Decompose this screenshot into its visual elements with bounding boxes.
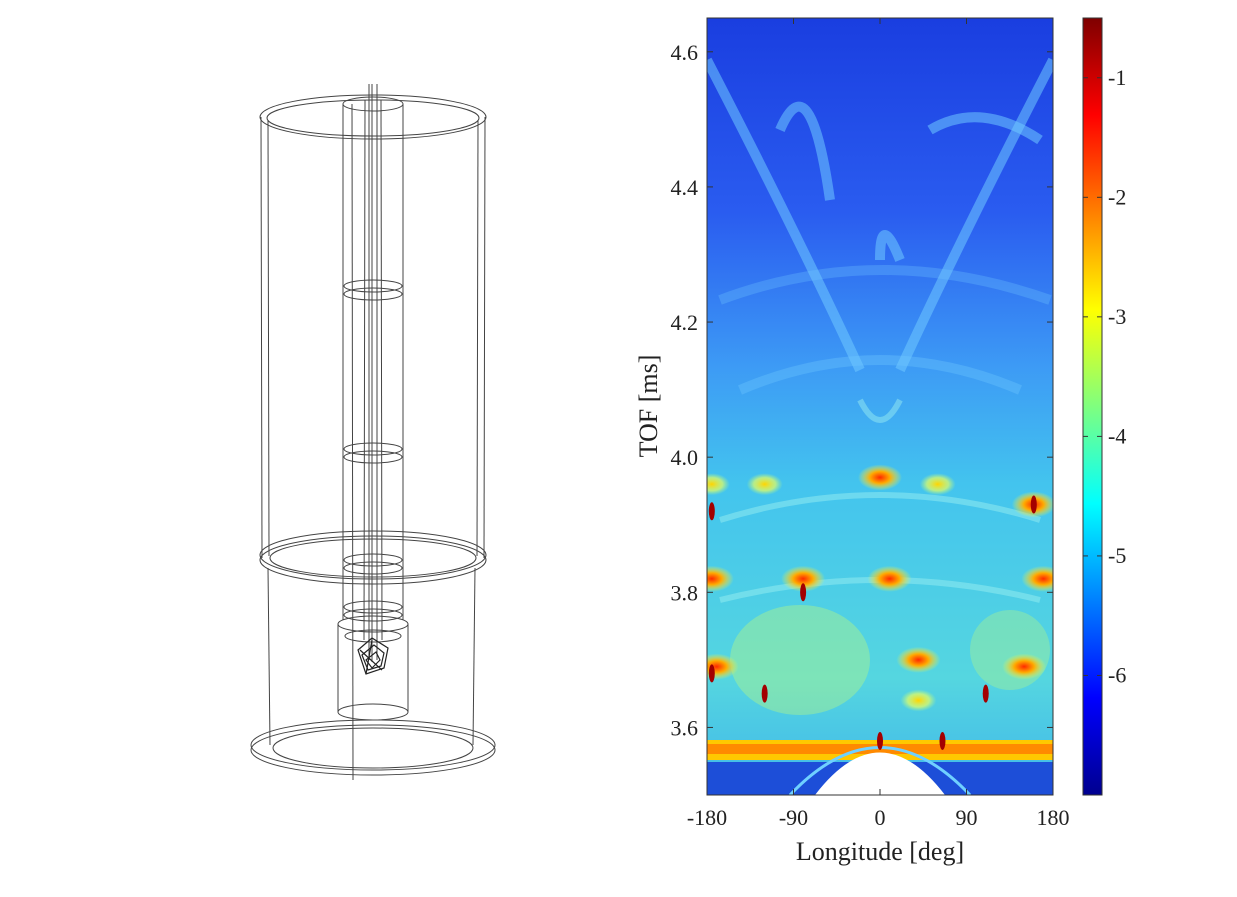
- hotspot-mark: [707, 653, 739, 680]
- colorbar-tick-label: -6: [1108, 662, 1126, 687]
- x-tick-label: 90: [956, 805, 978, 830]
- needle-mark: [800, 583, 807, 602]
- y-tick-label: 4.2: [671, 310, 699, 335]
- needle-mark: [708, 502, 715, 521]
- hotspot-mark: [919, 473, 956, 496]
- hotspot-mark: [896, 646, 941, 673]
- hotspot-mark: [867, 565, 912, 592]
- colorbar: -1 -2 -3 -4 -5 -6: [1082, 17, 1126, 796]
- colorbar-tick-label: -2: [1108, 184, 1126, 209]
- x-axis-ticks: -180 -90 0 90 180: [687, 18, 1070, 830]
- y-tick-label: 3.6: [671, 715, 699, 740]
- colorbar-tick-label: -3: [1108, 304, 1126, 329]
- colorbar-tick-label: -4: [1108, 423, 1126, 448]
- x-axis-label: Longitude [deg]: [796, 837, 964, 866]
- hotspot-mark: [707, 473, 730, 496]
- hotspot-mark: [1002, 653, 1047, 680]
- apparatus-wireframe-diagram: [250, 84, 496, 781]
- tof-longitude-heatmap: [706, 17, 1054, 796]
- y-axis-ticks: 3.6 3.8 4.0 4.2 4.4 4.6: [671, 40, 1053, 740]
- hotspot-mark: [746, 473, 783, 496]
- hotspot-mark: [781, 565, 826, 592]
- x-tick-label: -90: [779, 805, 808, 830]
- x-tick-label: 180: [1037, 805, 1070, 830]
- colorbar-gradient: [1082, 17, 1103, 796]
- y-tick-label: 4.4: [671, 175, 699, 200]
- colorbar-tick-label: -5: [1108, 543, 1126, 568]
- x-tick-label: -180: [687, 805, 727, 830]
- x-tick-label: 0: [875, 805, 886, 830]
- needle-mark: [761, 684, 768, 703]
- y-tick-label: 4.6: [671, 40, 699, 65]
- y-tick-label: 3.8: [671, 580, 699, 605]
- needle-mark: [939, 731, 946, 750]
- hotspot-mark: [900, 689, 937, 712]
- colorbar-tick-label: -1: [1108, 65, 1126, 90]
- hotspot-mark: [858, 464, 902, 491]
- hotspot-mark: [1021, 565, 1053, 592]
- needle-mark: [982, 684, 989, 703]
- needle-mark: [877, 731, 883, 750]
- needle-mark: [708, 664, 715, 683]
- hotspot-mark: [707, 565, 734, 592]
- y-tick-label: 4.0: [671, 445, 699, 470]
- heatmap-background: [707, 18, 1053, 795]
- y-axis-label: TOF [ms]: [634, 355, 663, 458]
- needle-mark: [1030, 495, 1037, 514]
